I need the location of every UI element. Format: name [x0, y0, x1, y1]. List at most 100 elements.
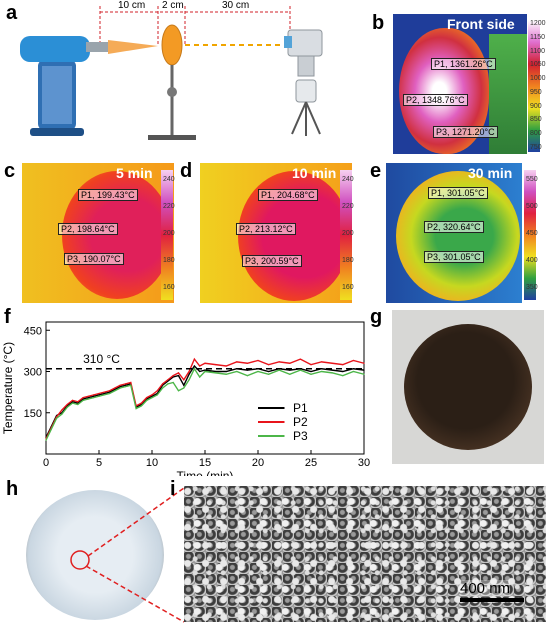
data-point-p3	[215, 372, 217, 374]
data-point-p1	[114, 388, 116, 390]
data-point-p3	[236, 370, 238, 373]
scale-bar	[460, 598, 524, 602]
data-point-p1	[204, 369, 206, 371]
scale-bar-label: 400 nm	[460, 580, 511, 597]
data-point-p3	[140, 405, 142, 407]
panel-h-letter: h	[6, 478, 19, 500]
data-point-p2	[199, 365, 201, 367]
data-point-p3	[289, 373, 291, 375]
data-point-p1	[119, 386, 121, 388]
setup-illustration	[20, 6, 323, 140]
data-point-p3	[363, 373, 365, 375]
y-tick-label: 450	[24, 325, 42, 337]
data-point-p2	[246, 362, 248, 364]
colorbar-e	[524, 170, 536, 300]
colorbar-b	[528, 20, 540, 152]
e-label-p3: P3, 301.05°C	[424, 251, 484, 263]
data-point-p2	[352, 359, 354, 362]
data-point-p3	[193, 368, 195, 370]
colorbar-c-tick: 200	[163, 230, 175, 237]
data-point-p1	[177, 375, 180, 377]
data-point-p3	[45, 439, 47, 441]
data-point-p3	[135, 408, 137, 410]
data-point-p3	[278, 369, 280, 371]
sem-image: 400 nm	[184, 486, 546, 622]
colorbar-c-tick: 180	[163, 257, 175, 264]
y-tick-label: 300	[24, 367, 42, 379]
panel-d-letter: d	[180, 160, 193, 182]
data-point-p2	[363, 362, 365, 364]
d-label-p1: P1, 204.68°C	[258, 189, 318, 201]
data-point-p2	[87, 395, 89, 397]
data-point-p2	[204, 362, 206, 364]
colorbar-b-tick: 900	[530, 102, 542, 110]
colorbar-d-tick: 180	[342, 257, 354, 264]
thermal-image-c: 5 min P1, 199.43°C P2, 198.64°C P3, 190.…	[22, 163, 174, 303]
colorbar-c-tick: 240	[163, 176, 175, 183]
colorbar-d	[340, 170, 352, 300]
temperature-chart: 0 5 10 15 20 25 30 150 300 450 Time (min) Temperatu…	[1, 321, 370, 476]
x-tick-label: 20	[252, 457, 264, 469]
time-label-e: 30 min	[468, 165, 513, 181]
colorbar-b-tick: 800	[530, 130, 542, 138]
data-point-p1	[352, 368, 354, 370]
series-line-p3	[45, 367, 365, 441]
data-point-p2	[151, 394, 153, 396]
y-tick-label: 150	[24, 408, 42, 420]
data-point-p2	[188, 370, 190, 373]
data-point-p1	[87, 397, 89, 399]
reference-line-label: 310 °C	[83, 352, 120, 366]
data-point-p3	[310, 373, 312, 375]
data-point-p2	[172, 375, 174, 377]
data-point-p2	[93, 394, 95, 396]
panel-g-letter: g	[370, 306, 383, 328]
colorbar-d-tick: 200	[342, 230, 354, 237]
white-disk-photo	[26, 490, 164, 620]
b-label-p3: P3, 1271.20°C	[433, 126, 498, 138]
colorbar-b-tick: 1050	[530, 61, 546, 69]
data-point-p2	[162, 383, 164, 385]
x-tick-label: 15	[199, 457, 211, 469]
data-point-p1	[289, 369, 291, 371]
legend-label-p2: P2	[293, 415, 308, 429]
x-axis-label: Time (min)	[177, 469, 234, 476]
data-point-p3	[77, 403, 79, 406]
data-point-p3	[246, 375, 248, 377]
data-point-p1	[268, 370, 270, 373]
data-point-p2	[225, 365, 227, 367]
data-point-p2	[71, 399, 74, 401]
colorbar-c-tick: 220	[163, 203, 175, 210]
colorbar-c	[161, 170, 173, 300]
data-point-p3	[156, 394, 158, 396]
colorbar-e-tick: 400	[526, 257, 538, 264]
data-point-p3	[146, 399, 148, 401]
c-label-p3: P3, 190.07°C	[64, 253, 124, 265]
colorbar-b-tick: 950	[530, 88, 542, 96]
colorbar-e-tick: 500	[526, 203, 538, 210]
colorbar-b-tick: 1000	[530, 75, 546, 83]
data-point-p2	[278, 361, 280, 363]
data-point-p1	[331, 369, 333, 371]
data-point-p2	[342, 364, 344, 366]
data-point-p1	[98, 394, 100, 396]
data-point-p2	[177, 372, 180, 374]
data-point-p3	[188, 379, 190, 381]
b-label-p1: P1, 1361.26°C	[431, 58, 496, 70]
c-label-p1: P1, 199.43°C	[78, 189, 138, 201]
data-point-p1	[183, 384, 185, 386]
colorbar-c-tick: 160	[163, 284, 175, 291]
data-point-p1	[124, 384, 127, 386]
data-point-p3	[331, 372, 333, 374]
data-point-p2	[140, 402, 142, 404]
colorbar-e-tick: 350	[526, 284, 538, 291]
x-tick-label: 25	[305, 457, 317, 469]
data-point-p3	[167, 383, 169, 385]
data-point-p1	[342, 370, 344, 373]
data-point-p3	[268, 373, 270, 375]
data-point-p2	[331, 362, 333, 364]
data-point-p2	[146, 397, 148, 399]
sample-disk-photo	[404, 324, 532, 450]
data-point-p3	[172, 381, 174, 384]
data-point-p3	[87, 398, 89, 400]
x-tick-label: 5	[96, 457, 102, 469]
